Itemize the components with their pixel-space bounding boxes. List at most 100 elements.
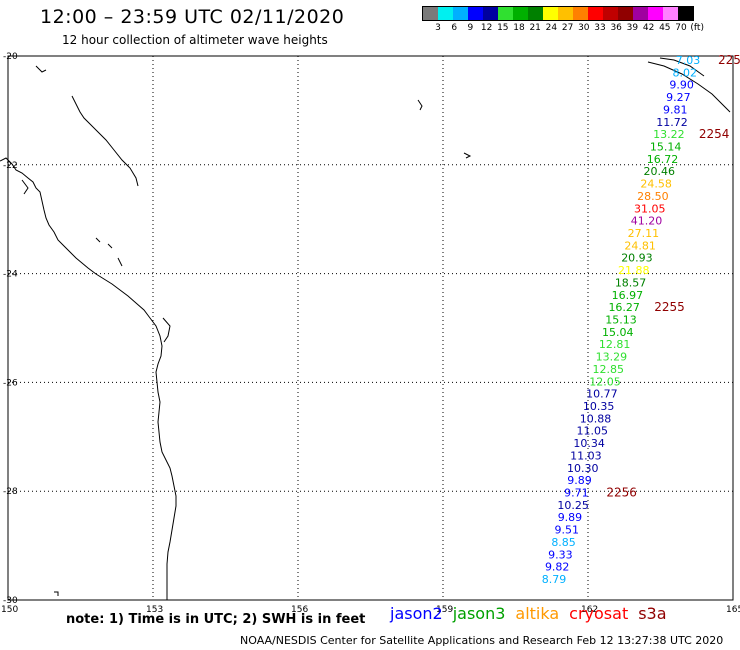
island-1 <box>95 237 101 243</box>
swh-color-scale: 3 6 9 12 15 18 21 24 27 30 33 36 39 42 45 70 (ft) <box>422 6 704 33</box>
cape-york-coast <box>71 95 139 187</box>
wave-height-label: 31.05 <box>634 202 666 215</box>
footnote: note: 1) Time is in UTC; 2) SWH is in fe… <box>66 612 366 627</box>
new-caledonia-2 <box>659 57 705 77</box>
scale-label: 9 <box>467 23 474 33</box>
time-mark-label: 2256 <box>606 486 637 500</box>
wave-height-label: 16.27 <box>608 301 640 314</box>
wave-height-label: 16.72 <box>647 153 679 166</box>
scale-box <box>618 7 633 20</box>
wave-height-label: 20.46 <box>644 165 676 178</box>
wave-height-label: 7.03 <box>676 54 701 67</box>
wave-height-label: 8.79 <box>542 573 567 586</box>
wave-height-label: 12.05 <box>589 375 621 388</box>
wave-height-label: 12.85 <box>592 363 624 376</box>
wave-height-label: 15.13 <box>605 314 637 327</box>
lon-label: 153 <box>146 605 163 615</box>
lat-label: -30 <box>3 596 18 606</box>
wave-height-label: 10.25 <box>557 499 589 512</box>
wave-height-label: 41.20 <box>631 215 663 228</box>
wave-height-label: 13.29 <box>596 351 628 364</box>
scale-box <box>438 7 453 20</box>
wave-height-label: 10.30 <box>567 462 599 475</box>
scale-box <box>603 7 618 20</box>
satellite-legend: jason2 jason3 altika cryosat s3a <box>390 604 667 623</box>
scale-box <box>678 7 693 20</box>
scale-box <box>528 7 543 20</box>
island-5 <box>463 152 472 159</box>
scale-label: 39 <box>626 23 639 33</box>
new-caledonia <box>647 61 731 113</box>
time-mark-label: 2254 <box>699 127 730 141</box>
wave-height-label: 12.81 <box>599 338 631 351</box>
scale-label: 36 <box>610 23 622 33</box>
wave-height-label: 16.97 <box>612 289 644 302</box>
scale-label: (ft) <box>690 23 704 33</box>
map-title: 12:00 – 23:59 UTC 02/11/2020 <box>40 6 345 28</box>
island-7 <box>117 257 123 267</box>
lat-label: -22 <box>3 161 18 171</box>
wave-height-label: 13.22 <box>653 128 685 141</box>
scale-label: 70 <box>675 23 687 33</box>
wave-height-label: 9.27 <box>666 91 691 104</box>
wave-height-label: 10.88 <box>580 412 612 425</box>
island-3 <box>35 65 47 73</box>
scale-box <box>543 7 558 20</box>
wave-height-label: 8.02 <box>673 66 698 79</box>
scale-box <box>558 7 573 20</box>
fraser-island <box>162 317 171 343</box>
wave-height-label: 9.51 <box>555 524 580 537</box>
coastline <box>0 57 731 600</box>
scale-label: 30 <box>578 23 590 33</box>
wave-height-label: 11.72 <box>656 116 688 129</box>
wave-height-label: 15.14 <box>650 141 682 154</box>
wave-height-label: 9.90 <box>669 79 694 92</box>
map-subtitle: 12 hour collection of altimeter wave hei… <box>62 33 328 47</box>
wave-height-label: 9.33 <box>548 548 573 561</box>
wave-height-label: 21.88 <box>618 264 650 277</box>
lat-label: -24 <box>3 270 18 280</box>
scale-box <box>648 7 663 20</box>
island-8 <box>54 591 59 596</box>
scale-label: 18 <box>513 23 525 33</box>
scale-label: 33 <box>594 23 606 33</box>
wave-height-label: 27.11 <box>628 227 660 240</box>
map-frame <box>7 55 734 601</box>
time-mark-label: 2253 <box>718 53 740 67</box>
wave-height-label: 9.89 <box>558 511 583 524</box>
wave-height-label: 10.34 <box>573 437 605 450</box>
satellite-legend-item: jason2 <box>390 604 443 623</box>
scale-label: 42 <box>642 23 655 33</box>
scale-box <box>663 7 678 20</box>
island-4 <box>417 99 423 111</box>
island-2 <box>107 243 113 249</box>
lon-label: 159 <box>436 605 453 615</box>
australia-coast <box>0 157 177 600</box>
wave-height-label: 10.35 <box>583 400 615 413</box>
lat-label: -28 <box>3 487 18 497</box>
wave-height-label: 8.85 <box>551 536 576 549</box>
altimeter-track: 7.038.029.909.279.8111.7213.2215.1416.72… <box>542 53 740 586</box>
color-scale-labels: 3 6 9 12 15 18 21 24 27 30 33 36 39 42 45 70 (ft) <box>422 21 704 33</box>
lat-label: -20 <box>3 52 18 62</box>
wave-height-label: 9.89 <box>567 474 592 487</box>
lon-label: 162 <box>581 605 598 615</box>
scale-label: 24 <box>545 23 558 33</box>
wave-height-label: 15.04 <box>602 326 634 339</box>
scale-box <box>423 7 438 20</box>
scale-box <box>633 7 648 20</box>
scale-label: 3 <box>435 23 441 33</box>
scale-label: 27 <box>561 23 574 33</box>
island-6 <box>21 179 29 195</box>
scale-box <box>468 7 483 20</box>
wave-height-label: 24.58 <box>640 178 672 191</box>
scale-box <box>573 7 588 20</box>
scale-label: 12 <box>480 23 493 33</box>
scale-box <box>513 7 528 20</box>
scale-box <box>498 7 513 20</box>
wave-height-label: 10.77 <box>586 388 618 401</box>
lat-label: -26 <box>3 378 18 388</box>
scale-label: 45 <box>659 23 671 33</box>
satellite-legend-item: jason3 <box>452 604 506 623</box>
